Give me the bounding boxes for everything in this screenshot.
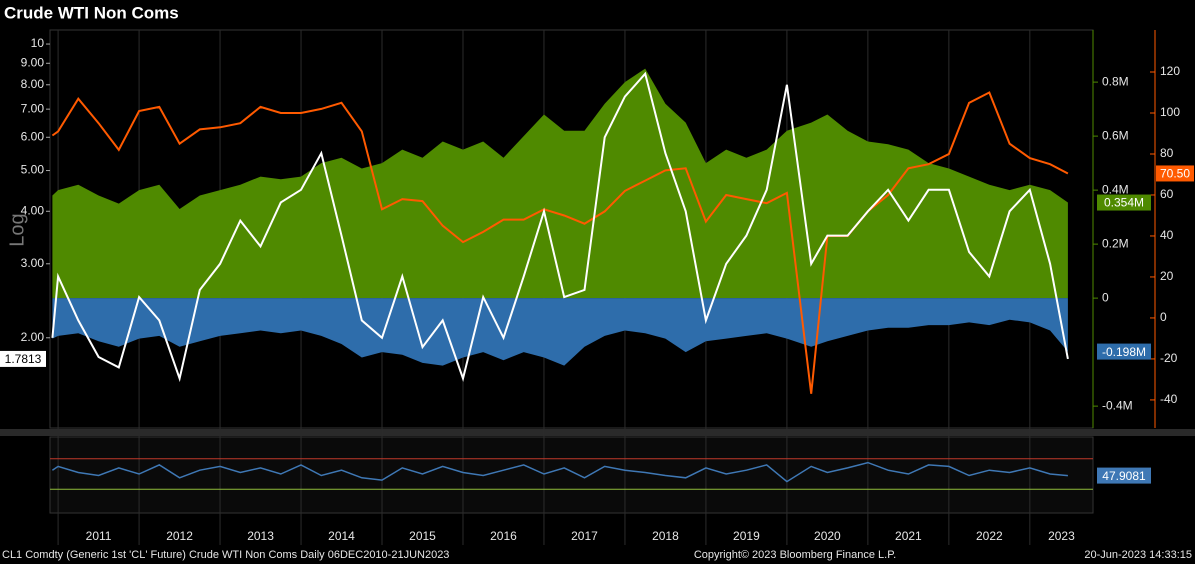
x-tick-label: 2013: [247, 529, 274, 543]
last-value-label: 0.354M: [1104, 196, 1144, 210]
x-tick-label: 2012: [166, 529, 193, 543]
x-tick-label: 2018: [652, 529, 679, 543]
y3-tick-label: 120: [1160, 64, 1180, 78]
panel-divider: [0, 429, 1195, 436]
y2-tick-label: 0.2M: [1102, 236, 1129, 250]
y-tick-label: 9.00: [21, 55, 45, 69]
x-tick-label: 2020: [814, 529, 841, 543]
y2-tick-label: 0.8M: [1102, 74, 1129, 88]
footer-center: Copyright© 2023 Bloomberg Finance L.P.: [694, 549, 896, 561]
y3-tick-label: 60: [1160, 187, 1174, 201]
x-tick-label: 2023: [1048, 529, 1075, 543]
area: [52, 68, 1068, 299]
last-value-box: [1097, 467, 1151, 484]
x-tick-label: 2019: [733, 529, 760, 543]
last-value-box: [1156, 165, 1194, 182]
last-value-label: -0.198M: [1102, 345, 1146, 359]
footer-left: CL1 Comdty (Generic 1st 'CL' Future) Cru…: [2, 549, 449, 561]
y-tick-label: 3.00: [21, 256, 45, 270]
line: [51, 91, 1069, 394]
y2-tick-label: 0.4M: [1102, 182, 1129, 196]
chart-title: Crude WTI Non Coms: [4, 3, 179, 22]
y-axis-label: Log: [6, 213, 28, 246]
last-value-box: [1097, 343, 1151, 360]
last-value-box: [0, 350, 46, 367]
y-tick-label: 2.00: [21, 330, 45, 344]
y-tick-label: 6.00: [21, 129, 45, 143]
x-tick-label: 2022: [976, 529, 1003, 543]
x-tick-label: 2011: [86, 529, 112, 543]
x-tick-label: 2015: [409, 529, 436, 543]
x-tick-label: 2014: [328, 529, 355, 543]
y3-tick-label: 80: [1160, 146, 1174, 160]
y3-tick-label: -20: [1160, 351, 1178, 365]
area: [52, 298, 1068, 366]
y2-tick-label: -0.4M: [1102, 398, 1133, 412]
footer-right: 20-Jun-2023 14:33:15: [1084, 549, 1192, 561]
y2-tick-label: 0.6M: [1102, 128, 1129, 142]
x-tick-label: 2021: [895, 529, 922, 543]
x-tick-label: 2016: [490, 529, 517, 543]
last-value-label: 47.9081: [1102, 469, 1146, 483]
y-tick-label: 7.00: [21, 101, 45, 115]
y-tick-label: 10: [31, 36, 45, 50]
last-value-label: 70.50: [1160, 167, 1190, 181]
y3-tick-label: 100: [1160, 105, 1180, 119]
y2-tick-label: 0: [1102, 290, 1109, 304]
line: [51, 461, 1068, 483]
x-tick-label: 2017: [571, 529, 598, 543]
last-value-label: 1.7813: [5, 352, 42, 366]
lower-panel: [49, 436, 1094, 514]
line: [51, 71, 1069, 383]
last-value-box: [1097, 194, 1151, 211]
y-tick-label: 4.00: [21, 203, 45, 217]
y3-tick-label: 0: [1160, 310, 1167, 324]
y3-tick-label: 20: [1160, 269, 1174, 283]
y-tick-label: 8.00: [21, 77, 45, 91]
y3-tick-label: -40: [1160, 392, 1178, 406]
y-tick-label: 5.00: [21, 163, 45, 177]
y3-tick-label: 40: [1160, 228, 1174, 242]
